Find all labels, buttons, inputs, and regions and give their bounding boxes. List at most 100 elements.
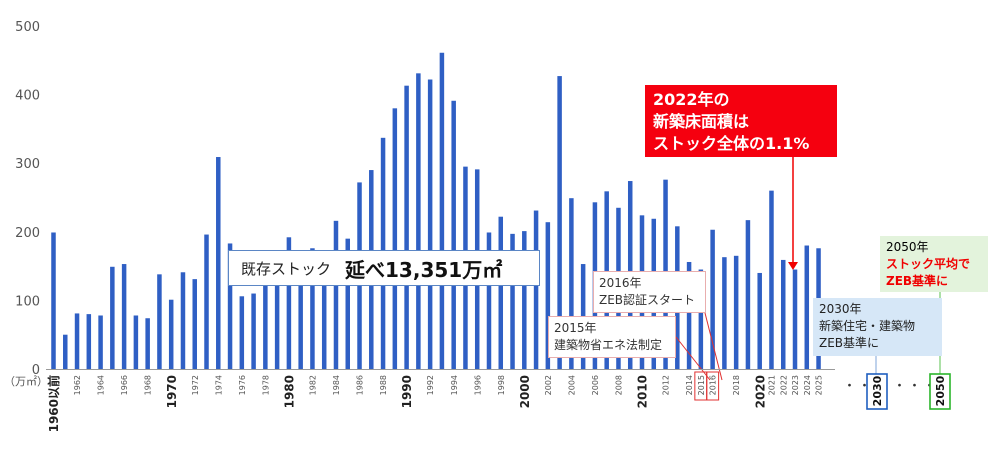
x-tick-label: 2006	[591, 375, 600, 395]
zeb-2050-note: 2050年 ストック平均で ZEB基準に	[880, 236, 988, 292]
x-tick-label: 1988	[379, 375, 388, 395]
bar-2014	[686, 261, 692, 369]
bar-2024	[804, 245, 810, 369]
zeb-2016-text: ZEB認証スタート	[599, 293, 696, 307]
bar-2020	[757, 272, 762, 369]
x-tick-label: 1974	[214, 375, 223, 395]
arrow-2022	[788, 262, 798, 270]
zeb-2050-text2: ZEB基準に	[886, 274, 949, 288]
x-tick-label: 1992	[426, 375, 435, 395]
zeb-2030-year: 2030年	[819, 302, 862, 316]
x-tick-label: 2012	[662, 375, 671, 395]
existing-stock-value: 延べ13,351万㎡	[345, 257, 503, 282]
callout-2022: 2022年の 新築床面積は ストック全体の1.1%	[645, 85, 837, 157]
x-tick-label: 2020	[753, 375, 767, 408]
bar-1997	[486, 232, 492, 369]
x-tick-label: 2010	[636, 375, 650, 408]
x-tick-label: 1986	[356, 375, 365, 395]
bar-1968	[145, 318, 150, 369]
x-tick-label: 2016	[709, 375, 718, 395]
zeb-2030-text: 新築住宅・建築物	[819, 319, 916, 333]
x-tick-label: 1960以前	[46, 375, 61, 432]
y-tick-label: 500	[15, 20, 40, 35]
future-label-2030: 2030	[871, 375, 884, 406]
bar-1998	[498, 216, 504, 369]
bar-1972	[192, 279, 197, 369]
x-tick-label: 1972	[191, 375, 200, 395]
y-tick-label: 200	[15, 226, 40, 241]
bar-2004	[569, 198, 574, 369]
x-tick-label: 2015	[697, 375, 706, 395]
bar-2018	[733, 255, 739, 369]
zeb-2050-text: ストック平均で	[886, 257, 971, 271]
bar-1990	[404, 85, 409, 369]
x-tick-label: 2022	[779, 375, 788, 395]
bar-1960以前	[51, 232, 56, 369]
y-tick-label: 400	[15, 89, 40, 104]
x-tick-label: 1966	[120, 375, 129, 395]
bar-1992	[427, 79, 433, 370]
callout-2022-line3: ストック全体の1.1%	[653, 134, 810, 153]
zeb-2016-year: 2016年	[599, 276, 642, 290]
y-axis-unit-label: （万㎡）	[4, 375, 48, 388]
bar-1985	[345, 238, 350, 369]
bar-1961	[63, 334, 68, 369]
ellipsis-2: ・・・	[893, 379, 938, 394]
zeb-2030-note: 2030年 新築住宅・建築物 ZEB基準に	[813, 298, 942, 356]
bar-1973	[204, 234, 209, 369]
bar-2017	[722, 257, 727, 369]
bar-1969	[157, 274, 162, 369]
bar-2015	[698, 269, 704, 369]
bar-1993	[439, 52, 445, 370]
bar-2001	[533, 210, 539, 369]
bar-1965	[110, 266, 115, 369]
y-tick-label: 300	[15, 157, 40, 172]
bar-1974	[216, 157, 221, 369]
bar-1984	[333, 220, 339, 369]
x-tick-label: 1968	[144, 375, 153, 395]
bar-1963	[86, 314, 92, 369]
bar-2003	[557, 76, 562, 369]
bar-1994	[451, 100, 456, 370]
bar-1964	[98, 315, 103, 369]
connector-2016	[704, 312, 723, 381]
bar-1967	[133, 315, 139, 369]
bar-2023	[792, 269, 798, 369]
bar-2021	[769, 190, 774, 369]
x-tick-label: 1976	[238, 375, 247, 395]
bar-1976	[239, 296, 245, 369]
y-axis: 0 100 200 300 400 500 （万㎡）	[4, 20, 48, 388]
future-label-2050-box	[929, 373, 951, 410]
x-tick-label: 1996	[473, 375, 482, 395]
x-tick-label: 1964	[97, 375, 106, 395]
x-axis: 1960以前 1962 1964 1966 1968 1970 1972 1974 1976 19…	[46, 369, 951, 432]
bar-1978	[263, 281, 268, 369]
bar-1982	[310, 248, 315, 369]
bar-2000	[522, 231, 527, 369]
x-tick-label: 1980	[283, 375, 297, 408]
x-tick-label: 1998	[497, 375, 506, 395]
bar-1980	[286, 237, 292, 369]
bar-1981	[298, 253, 303, 369]
x-tick-label: 2024	[803, 375, 812, 395]
x-tick-label: 2021	[768, 375, 777, 395]
bar-2002	[545, 222, 551, 369]
x-tick-label: 1982	[309, 375, 318, 395]
callout-2022-line2: 新築床面積は	[653, 112, 750, 131]
existing-stock-box: 既存ストック 延べ13,351万㎡	[228, 250, 540, 286]
x-tick-label: 2000	[518, 375, 532, 408]
energy-law-2015-text: 建築物省エネ法制定	[554, 338, 663, 352]
energy-law-2015-year: 2015年	[554, 321, 597, 335]
x-tick-label: 1970	[165, 375, 179, 408]
zeb-2030-text2: ZEB基準に	[819, 336, 880, 350]
x-tick-label: 2023	[791, 375, 800, 395]
bar-1962	[74, 313, 80, 369]
zeb-2016-note: 2016年 ZEB認証スタート	[593, 271, 706, 313]
x-tick-label: 1978	[261, 375, 270, 395]
x-tick-label: 1984	[332, 375, 341, 395]
x-tick-label: 2025	[815, 375, 824, 395]
bar-2019	[745, 220, 751, 369]
bar-1970	[168, 299, 174, 369]
x-tick-label: 1962	[73, 375, 82, 395]
existing-stock-label: 既存ストック	[241, 259, 332, 278]
